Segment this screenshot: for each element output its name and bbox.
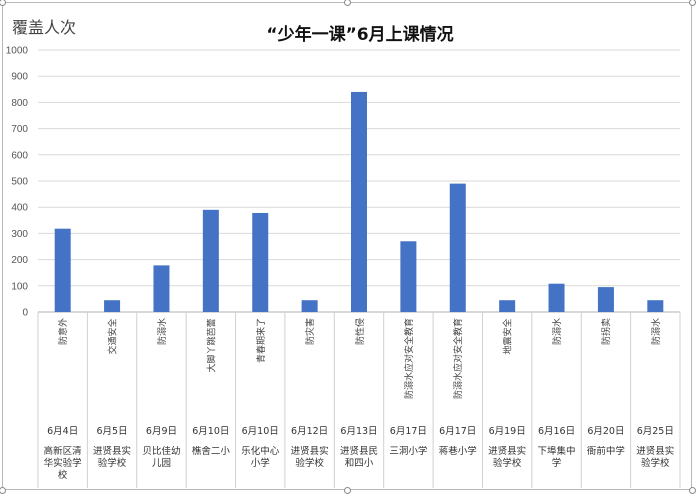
bar	[301, 300, 318, 312]
bar	[400, 241, 417, 312]
category-topic-label: 防溺水应对安全教育	[454, 317, 465, 400]
category-date-label: 6月25日	[636, 426, 674, 437]
chart-title: “少年一课”6月上课情况	[266, 25, 454, 45]
resize-handle-bottom-middle[interactable]	[344, 487, 351, 494]
bar	[597, 287, 614, 312]
bar	[252, 212, 269, 312]
category-date-label: 6月12日	[291, 426, 329, 437]
y-tick-label: 600	[11, 150, 28, 161]
bar	[54, 228, 71, 312]
category-school-label: 进贤县实验学校	[290, 446, 329, 469]
y-tick-label: 300	[11, 229, 28, 240]
category-date-label: 6月17日	[439, 426, 477, 437]
y-axis-label: 覆盖人次	[12, 18, 77, 37]
category-school-label: 进贤县民和四小	[339, 446, 378, 469]
category-school-label: 樵舍二小	[191, 446, 230, 457]
category-school-label: 三洞小学	[389, 446, 428, 457]
category-date-label: 6月9日	[145, 426, 177, 437]
category-date-label: 6月16日	[537, 426, 576, 437]
category-date-label: 6月20日	[587, 426, 625, 437]
y-tick-label: 400	[11, 203, 28, 214]
category-school-label: 下埠集中学	[537, 446, 576, 469]
category-school-label: 进贤县实验学校	[636, 446, 675, 469]
category-date-label: 6月4日	[47, 426, 79, 437]
category-topic-label: 防拐卖	[602, 317, 613, 346]
category-date-label: 6月10日	[241, 426, 279, 437]
category-school-label: 进贤县实验学校	[93, 446, 132, 469]
category-topic-label: 防溺水	[651, 317, 662, 346]
resize-handle-top-middle[interactable]	[344, 0, 351, 6]
category-topic-label: 青春期来了	[256, 317, 267, 364]
category-school-label: 进贤县实验学校	[488, 446, 527, 469]
category-school-label: 蒋巷小学	[438, 446, 477, 457]
category-topic-label: 防溺水	[157, 317, 168, 346]
y-tick-label: 900	[11, 72, 28, 83]
category-date-label: 6月10日	[192, 426, 230, 437]
bar	[104, 300, 121, 312]
category-date-label: 6月17日	[389, 426, 427, 437]
category-topic-label: 地震安全	[503, 317, 514, 355]
category-date-label: 6月19日	[488, 426, 526, 437]
y-tick-label: 0	[22, 308, 28, 319]
y-tick-label: 100	[11, 281, 28, 292]
y-tick-label: 500	[11, 177, 28, 188]
bar	[499, 300, 516, 312]
category-topic-label: 防溺水应对安全教育	[404, 317, 415, 400]
bar	[351, 91, 367, 312]
resize-handle-top-left[interactable]	[0, 0, 6, 6]
y-tick-label: 1000	[6, 46, 29, 57]
category-topic-label: 大脚丫跳芭蕾	[207, 317, 218, 373]
y-tick-label: 800	[11, 98, 28, 109]
category-topic-label: 防性侵	[355, 317, 366, 346]
resize-handle-bottom-left[interactable]	[0, 487, 6, 494]
category-school-label: 衙前中学	[586, 446, 625, 457]
category-date-label: 6月5日	[96, 426, 128, 437]
bar	[202, 209, 219, 312]
y-tick-label: 200	[11, 255, 28, 266]
category-topic-label: 防溺水	[553, 317, 564, 346]
bar	[548, 283, 565, 312]
bar	[449, 183, 466, 312]
bar	[647, 300, 664, 312]
category-topic-label: 防意外	[59, 317, 70, 346]
bar	[153, 265, 170, 312]
category-date-label: 6月13日	[340, 426, 378, 437]
category-school-label: 乐化中心小学	[241, 446, 280, 469]
category-school-label: 贝比佳幼儿园	[142, 446, 181, 469]
y-tick-label: 700	[11, 124, 28, 135]
category-school-label: 高新区清华实验学校	[43, 446, 82, 481]
category-topic-label: 交通安全	[108, 317, 119, 355]
category-topic-label: 防灾害	[306, 317, 317, 346]
